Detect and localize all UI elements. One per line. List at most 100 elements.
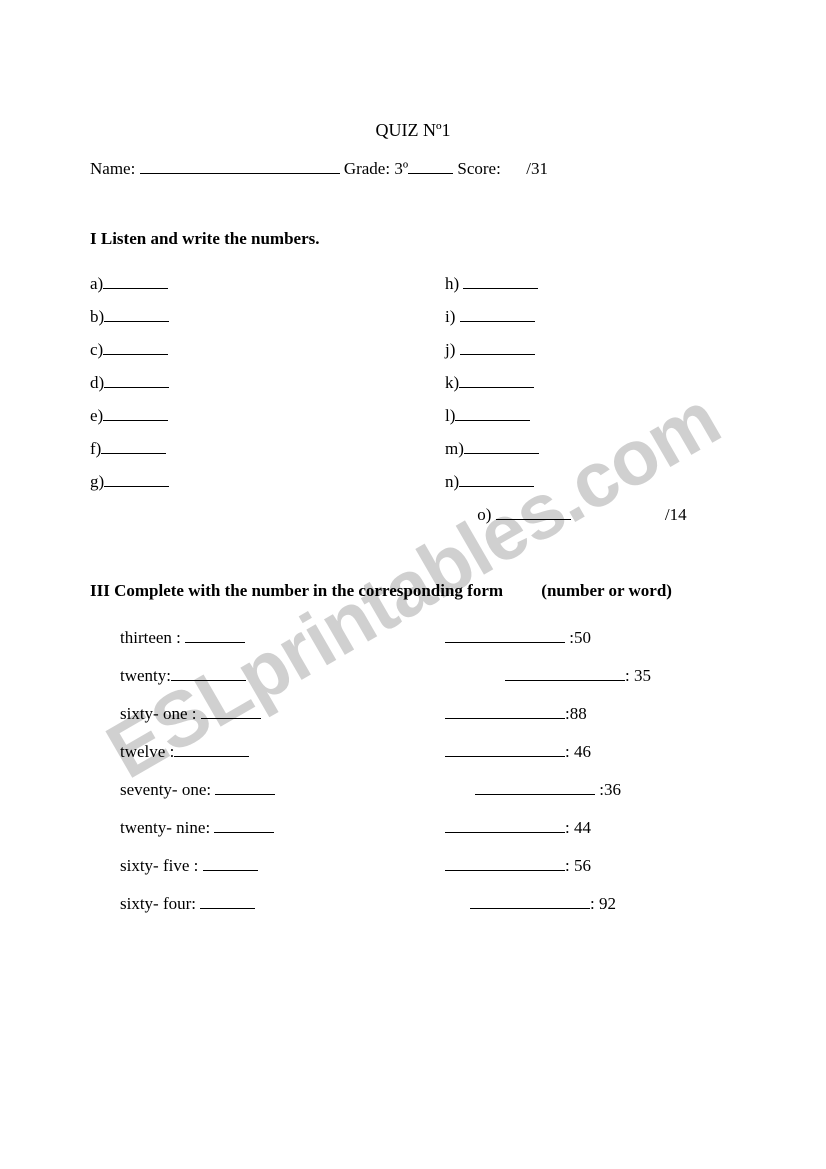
item-label: j)	[445, 340, 455, 359]
answer-field[interactable]	[174, 740, 249, 757]
answer-field[interactable]	[103, 272, 168, 289]
score-max: /31	[526, 159, 548, 178]
listen-item: h)	[445, 267, 736, 300]
listen-item: f)	[90, 432, 445, 465]
answer-field[interactable]	[101, 437, 166, 454]
listen-item: j)	[445, 333, 736, 366]
answer-field[interactable]	[215, 778, 275, 795]
item-label: c)	[90, 340, 103, 359]
header-line: Name: Grade: 3º Score: /31	[90, 157, 736, 179]
answer-field[interactable]	[459, 470, 534, 487]
section3-row: sixty- four: : 92	[90, 885, 736, 923]
listen-item: g)	[90, 465, 445, 498]
word-label: twelve :	[120, 742, 174, 761]
section3-row: twenty: : 35	[90, 657, 736, 695]
answer-field[interactable]	[104, 305, 169, 322]
listen-item: c)	[90, 333, 445, 366]
num-label: : 46	[565, 742, 591, 761]
section1-columns: a) b) c) d) e) f) g) h) i) j) k) l) m) n…	[90, 267, 736, 531]
section3-row: twenty- nine: : 44	[90, 809, 736, 847]
item-label: n)	[445, 472, 459, 491]
answer-field[interactable]	[201, 702, 261, 719]
num-label: : 35	[625, 666, 651, 685]
answer-field[interactable]	[460, 305, 535, 322]
answer-field[interactable]	[185, 626, 245, 643]
section3-heading: III Complete with the number in the corr…	[90, 581, 736, 601]
answer-field[interactable]	[463, 272, 538, 289]
answer-field[interactable]	[171, 664, 246, 681]
section3-row: seventy- one: :36	[90, 771, 736, 809]
answer-field[interactable]	[505, 664, 625, 681]
section1-right-col: h) i) j) k) l) m) n) o) /14	[445, 267, 736, 531]
item-label: k)	[445, 373, 459, 392]
word-label: seventy- one:	[120, 780, 211, 799]
listen-item: o) /14	[445, 498, 736, 531]
answer-field[interactable]	[203, 854, 258, 871]
word-label: sixty- five :	[120, 856, 198, 875]
item-label: m)	[445, 439, 464, 458]
answer-field[interactable]	[445, 854, 565, 871]
num-label: : 92	[590, 894, 616, 913]
grade-field[interactable]	[408, 157, 453, 174]
answer-field[interactable]	[496, 503, 571, 520]
name-label: Name:	[90, 159, 135, 178]
num-label: :36	[599, 780, 621, 799]
num-label: :88	[565, 704, 587, 723]
answer-field[interactable]	[103, 404, 168, 421]
section3-row: twelve : : 46	[90, 733, 736, 771]
item-label: o)	[477, 505, 491, 524]
answer-field[interactable]	[455, 404, 530, 421]
section3-rows: thirteen : :50 twenty: : 35 sixty- one :…	[90, 619, 736, 923]
answer-field[interactable]	[475, 778, 595, 795]
answer-field[interactable]	[104, 470, 169, 487]
listen-item: i)	[445, 300, 736, 333]
item-label: f)	[90, 439, 101, 458]
num-label: : 56	[565, 856, 591, 875]
item-label: l)	[445, 406, 455, 425]
answer-field[interactable]	[445, 816, 565, 833]
section1-left-col: a) b) c) d) e) f) g)	[90, 267, 445, 531]
answer-field[interactable]	[445, 740, 565, 757]
item-label: b)	[90, 307, 104, 326]
listen-item: b)	[90, 300, 445, 333]
section3-row: thirteen : :50	[90, 619, 736, 657]
answer-field[interactable]	[445, 626, 565, 643]
answer-field[interactable]	[464, 437, 539, 454]
item-label: e)	[90, 406, 103, 425]
answer-field[interactable]	[460, 338, 535, 355]
answer-field[interactable]	[459, 371, 534, 388]
answer-field[interactable]	[200, 892, 255, 909]
answer-field[interactable]	[470, 892, 590, 909]
heading-paren: (number or word)	[541, 581, 672, 600]
word-label: thirteen :	[120, 628, 181, 647]
item-label: h)	[445, 274, 459, 293]
item-label: i)	[445, 307, 455, 326]
section3-row: sixty- one : :88	[90, 695, 736, 733]
listen-item: m)	[445, 432, 736, 465]
listen-item: n)	[445, 465, 736, 498]
num-label: : 44	[565, 818, 591, 837]
section1-heading: I Listen and write the numbers.	[90, 229, 736, 249]
item-label: d)	[90, 373, 104, 392]
listen-item: d)	[90, 366, 445, 399]
quiz-title: QUIZ Nº1	[90, 120, 736, 141]
listen-item: l)	[445, 399, 736, 432]
listen-item: a)	[90, 267, 445, 300]
score-label: Score:	[457, 159, 500, 178]
worksheet-content: QUIZ Nº1 Name: Grade: 3º Score: /31 I Li…	[90, 120, 736, 923]
section3-row: sixty- five : : 56	[90, 847, 736, 885]
num-label: :50	[569, 628, 591, 647]
name-field[interactable]	[140, 157, 340, 174]
word-label: sixty- four:	[120, 894, 196, 913]
answer-field[interactable]	[103, 338, 168, 355]
word-label: sixty- one :	[120, 704, 197, 723]
answer-field[interactable]	[104, 371, 169, 388]
listen-item: k)	[445, 366, 736, 399]
grade-label: Grade: 3º	[344, 159, 408, 178]
answer-field[interactable]	[214, 816, 274, 833]
listen-item: e)	[90, 399, 445, 432]
word-label: twenty- nine:	[120, 818, 210, 837]
heading-main: III Complete with the number in the corr…	[90, 581, 503, 600]
answer-field[interactable]	[445, 702, 565, 719]
word-label: twenty:	[120, 666, 171, 685]
